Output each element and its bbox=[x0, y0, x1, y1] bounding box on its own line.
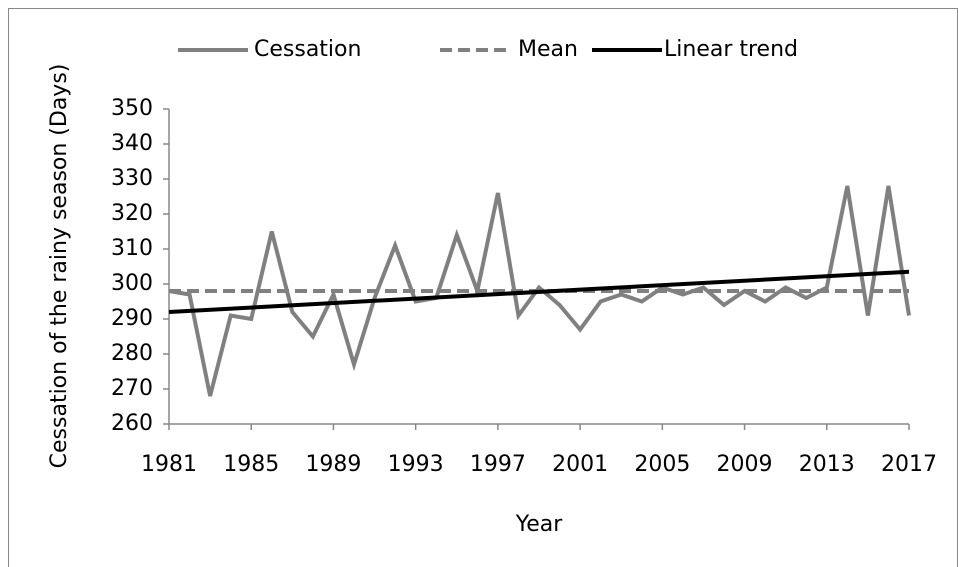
series-line bbox=[168, 269, 910, 314]
x-tick-label: 2009 bbox=[717, 452, 773, 477]
legend-label: Cessation bbox=[254, 37, 361, 62]
y-tick-label: 300 bbox=[111, 271, 153, 296]
x-axis-title: Year bbox=[515, 512, 564, 537]
x-tick-label: 1993 bbox=[388, 452, 444, 477]
y-tick-label: 280 bbox=[111, 341, 153, 366]
y-tick-label: 350 bbox=[111, 96, 153, 121]
x-tick-label: 2005 bbox=[634, 452, 690, 477]
y-tick-label: 330 bbox=[111, 166, 153, 191]
x-tick-label: 1989 bbox=[305, 452, 361, 477]
y-tick-label: 340 bbox=[111, 131, 153, 156]
y-tick-label: 290 bbox=[111, 306, 153, 331]
x-tick-label: 1997 bbox=[470, 452, 526, 477]
legend-label: Mean bbox=[518, 37, 578, 62]
y-tick-label: 270 bbox=[111, 376, 153, 401]
x-tick-label: 2017 bbox=[881, 452, 937, 477]
y-tick-label: 320 bbox=[111, 201, 153, 226]
legend-label: Linear trend bbox=[664, 37, 798, 62]
x-tick-label: 1981 bbox=[141, 452, 197, 477]
series-line bbox=[168, 185, 911, 397]
x-tick-label: 2001 bbox=[552, 452, 608, 477]
y-tick-label: 260 bbox=[111, 411, 153, 436]
y-axis-title: Cessation of the rainy season (Days) bbox=[47, 64, 72, 469]
x-tick-label: 1985 bbox=[223, 452, 279, 477]
x-tick-label: 2013 bbox=[799, 452, 855, 477]
y-tick-label: 310 bbox=[111, 236, 153, 261]
